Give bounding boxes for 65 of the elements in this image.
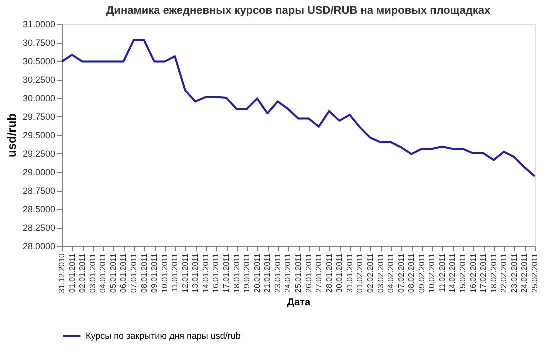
x-tick-label: 09.02.2011 xyxy=(417,252,426,293)
line-series xyxy=(61,39,536,178)
x-tick-label: 15.02.2011 xyxy=(458,252,468,293)
x-tick-label: 17.01.2011 xyxy=(222,252,232,293)
legend-label: Курсы по закрытию дня пары usd/rub xyxy=(86,331,241,341)
x-tick-label: 23.02.2011 xyxy=(510,252,519,293)
chart-title: Динамика ежедневных курсов пары USD/RUB на мировых площадках xyxy=(106,5,492,17)
x-tick-label: 31.12.2010 xyxy=(58,252,66,294)
x-tick-label: 08.01.2011 xyxy=(140,252,149,293)
x-tick-label: 22.02.2011 xyxy=(500,252,509,293)
x-tick-label: 06.01.2011 xyxy=(119,252,128,293)
x-tick-label: 25.01.2011 xyxy=(294,252,303,293)
y-tick-label: 28.0000 xyxy=(22,242,56,252)
y-tick-label: 28.5000 xyxy=(22,204,56,214)
x-tick-label: 16.01.2011 xyxy=(212,252,221,293)
y-axis-title: usd/rub xyxy=(4,114,19,158)
x-tick-label: 10.02.2011 xyxy=(428,252,437,293)
x-tick-label: 18.01.2011 xyxy=(232,252,242,293)
x-tick-label: 04.02.2011 xyxy=(386,252,396,293)
x-axis-title: Дата xyxy=(287,298,312,309)
x-tick-label: 14.02.2011 xyxy=(448,252,458,293)
x-tick-label: 25.02.2011 xyxy=(530,252,540,293)
y-tick-label: 29.7500 xyxy=(22,112,56,122)
y-tick-label: 28.7500 xyxy=(22,186,56,196)
x-tick-label: 27.01.2011 xyxy=(314,252,324,293)
x-tick-label: 02.02.2011 xyxy=(366,252,375,293)
y-tick-label: 29.2500 xyxy=(22,149,56,159)
x-tick-label: 01.02.2011 xyxy=(356,252,365,293)
x-tick-label: 23.01.2011 xyxy=(273,252,282,293)
y-tick-label: 29.5000 xyxy=(22,130,56,140)
x-tick-label: 18.02.2011 xyxy=(489,252,498,293)
y-tick-label: 30.7500 xyxy=(22,38,56,48)
x-tick-label: 01.01.2011 xyxy=(68,252,77,293)
x-tick-label: 17.02.2011 xyxy=(479,252,488,293)
x-tick-label: 31.01.2011 xyxy=(345,252,354,293)
x-tick-label: 28.01.2011 xyxy=(324,252,334,293)
y-tick-label: 30.2500 xyxy=(22,75,56,85)
x-tick-label: 21.01.2011 xyxy=(263,252,272,293)
x-tick-label: 16.02.2011 xyxy=(468,252,478,293)
x-tick-label: 11.01.2011 xyxy=(170,252,180,292)
x-tick-label: 04.01.2011 xyxy=(98,252,108,293)
x-tick-label: 14.01.2011 xyxy=(201,252,210,293)
x-tick-label: 07.01.2011 xyxy=(129,252,138,293)
x-tick-label: 03.01.2011 xyxy=(88,252,98,293)
x-tick-label: 08.02.2011 xyxy=(407,252,416,293)
x-tick-label: 10.01.2011 xyxy=(160,252,170,293)
x-tick-label: 07.02.2011 xyxy=(396,252,406,293)
x-tick-label: 03.02.2011 xyxy=(376,252,386,293)
x-tick-label: 05.01.2011 xyxy=(108,252,118,293)
y-tick-label: 30.0000 xyxy=(22,94,56,104)
x-tick-label: 24.02.2011 xyxy=(520,252,530,293)
x-tick-label: 02.01.2011 xyxy=(78,252,88,293)
x-tick-label: 30.01.2011 xyxy=(335,252,344,293)
x-tick-label: 19.01.2011 xyxy=(242,252,252,293)
x-tick-label: 12.01.2011 xyxy=(180,252,190,293)
x-tick-label: 24.01.2011 xyxy=(284,252,293,293)
y-tick-label: 31.0000 xyxy=(22,20,56,30)
y-tick-label: 29.0000 xyxy=(22,168,56,178)
x-tick-label: 13.01.2011 xyxy=(191,252,200,293)
x-tick-label: 20.01.2011 xyxy=(252,252,262,293)
y-tick-label: 30.5000 xyxy=(22,56,56,66)
y-tick-label: 28.2500 xyxy=(22,223,56,233)
x-tick-label: 09.01.2011 xyxy=(150,252,160,293)
x-tick-label: 11.02.2011 xyxy=(438,252,447,292)
x-tick-label: 26.01.2011 xyxy=(304,252,314,293)
